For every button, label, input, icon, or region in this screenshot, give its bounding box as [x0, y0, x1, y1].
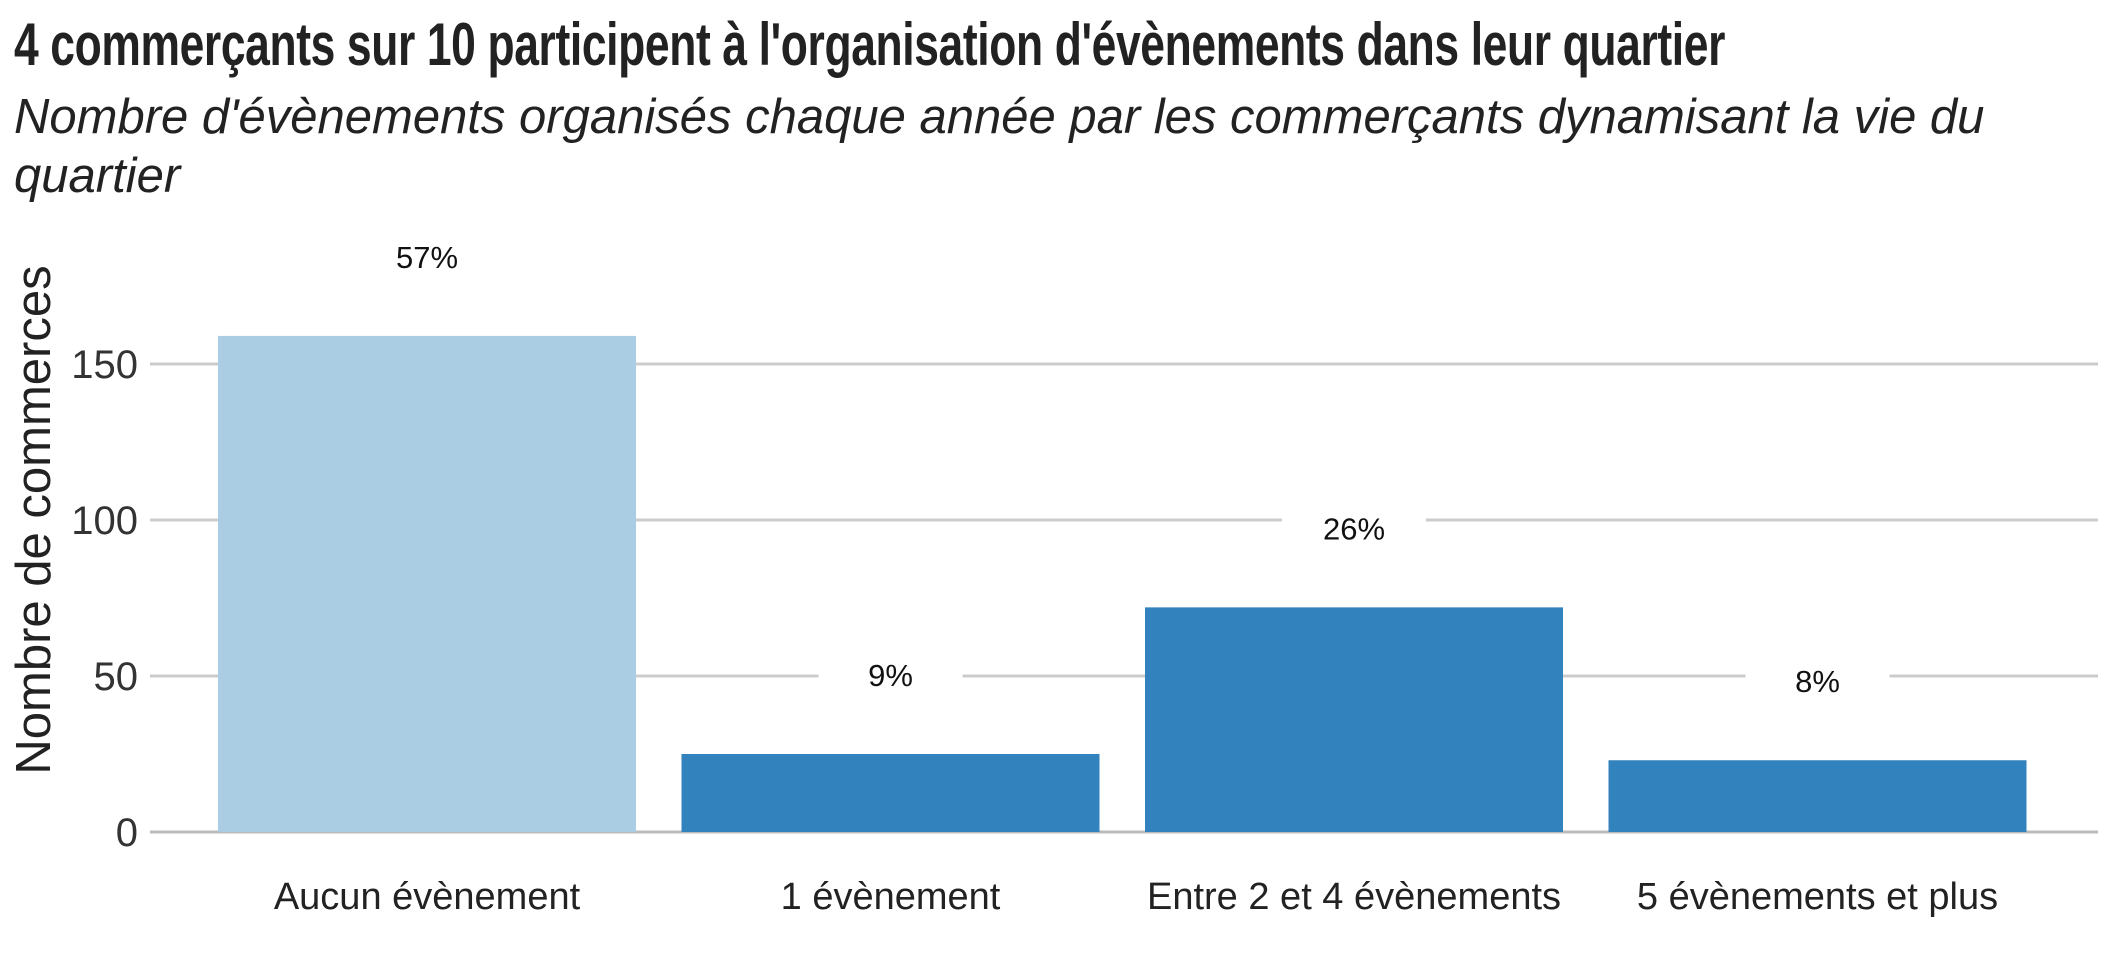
x-category-label: 1 évènement: [781, 876, 1001, 918]
bar: [1608, 760, 2027, 832]
x-category-label: Aucun évènement: [274, 876, 581, 918]
data-labels: 57% 9% 26% 8%: [355, 237, 1890, 707]
data-label: 57%: [396, 240, 458, 275]
data-label-background: [1282, 509, 1426, 554]
bar: [218, 335, 636, 832]
data-label: 9%: [868, 658, 913, 693]
x-axis-categories: Aucun évènement 1 évènement Entre 2 et 4 é…: [274, 876, 1998, 918]
bar: [1145, 607, 1563, 832]
y-axis-label: Nombre de commerces: [7, 265, 61, 774]
bar: [681, 754, 1100, 832]
x-category-label: 5 évènements et plus: [1637, 876, 1998, 918]
y-tick-label: 0: [116, 811, 138, 855]
x-category-label: Entre 2 et 4 évènements: [1147, 876, 1561, 918]
data-label-background: [1745, 662, 1890, 707]
bars: [218, 335, 2027, 832]
data-label-background: [355, 237, 499, 282]
y-tick-label: 50: [94, 655, 139, 699]
chart-title: 4 commerçants sur 10 participent à l'org…: [14, 11, 1725, 78]
y-axis-ticks: 0 50 100 150: [71, 343, 138, 855]
y-tick-label: 100: [71, 499, 138, 543]
data-label: 26%: [1323, 511, 1385, 546]
chart-subtitle: Nombre d'évènements organisés chaque ann…: [14, 90, 1985, 203]
data-label-background: [818, 656, 963, 700]
y-tick-label: 150: [71, 343, 138, 387]
data-label: 8%: [1795, 664, 1840, 699]
